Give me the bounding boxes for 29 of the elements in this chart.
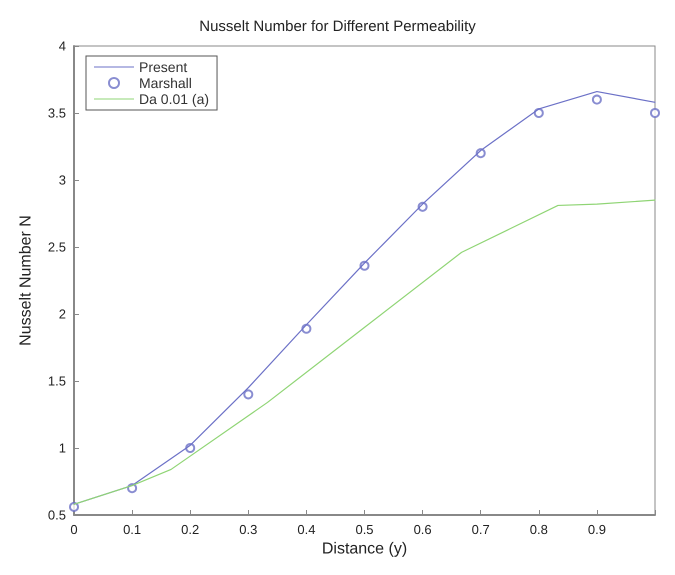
point [243, 389, 254, 400]
x-tick-label: 0 [70, 522, 78, 537]
legend-label: Marshall [139, 75, 192, 91]
point [534, 108, 544, 118]
x-tick-label: 0.1 [123, 522, 142, 537]
y-tick-label: 1.5 [48, 374, 66, 388]
y-tick-label: 2.5 [48, 240, 66, 254]
x-tick-label: 0.5 [355, 522, 374, 537]
legend-label: Da 0.01 (a) [139, 91, 210, 107]
y-tick-label: 4 [58, 38, 66, 54]
legend-label: Present [139, 59, 188, 75]
x-tick-label: 0.2 [181, 522, 200, 537]
point [592, 94, 602, 105]
y-tick-label: 3 [58, 172, 66, 188]
x-tick-label: 0.3 [239, 522, 258, 537]
chart-title: Nusselt Number for Different Permeability [199, 18, 476, 35]
x-tick-label: 0.7 [472, 522, 490, 537]
y-tick-label: 0.5 [48, 508, 66, 522]
x-tick-label: 0.9 [588, 522, 606, 537]
y-axis-title: Nusselt Number N [18, 215, 34, 346]
x-tick-label: 0.4 [297, 522, 316, 537]
y-tick-label: 2 [58, 306, 66, 322]
x-axis-title: Distance (y) [322, 540, 408, 558]
y-tick-label: 3.5 [48, 106, 66, 120]
x-tick-label: 0.8 [530, 522, 548, 537]
point [69, 502, 79, 512]
x-tick-label: 0.6 [414, 522, 432, 537]
y-tick-label: 1 [58, 440, 66, 456]
point [650, 108, 660, 118]
